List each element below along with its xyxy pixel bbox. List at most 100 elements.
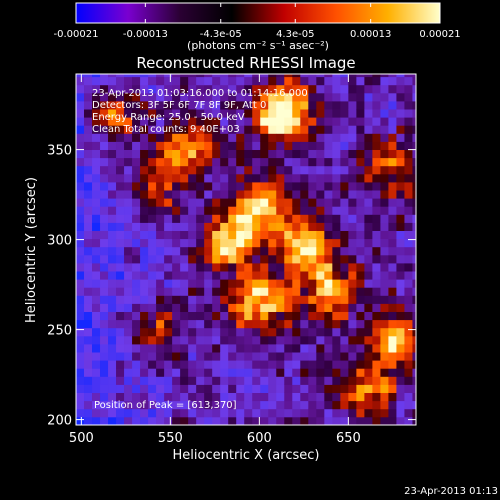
heatmap-cell: [412, 344, 416, 353]
heatmap-cell: [228, 230, 237, 240]
heatmap-cell: [156, 392, 165, 402]
heatmap-cell: [276, 279, 285, 288]
heatmap-cell: [308, 368, 317, 377]
heatmap-cell: [268, 368, 277, 377]
heatmap-cell: [156, 109, 165, 118]
heatmap-cell: [108, 84, 117, 94]
heatmap-cell: [204, 190, 213, 199]
heatmap-cell: [76, 149, 85, 159]
heatmap-cell: [140, 295, 149, 304]
heatmap-cell: [196, 352, 205, 361]
heatmap-cell: [412, 230, 416, 240]
heatmap-cell: [92, 149, 101, 159]
heatmap-cell: [396, 141, 405, 150]
heatmap-cell: [348, 335, 357, 345]
heatmap-cell: [100, 238, 109, 248]
heatmap-cell: [260, 327, 269, 337]
heatmap-cell: [292, 125, 301, 134]
heatmap-cell: [124, 384, 133, 393]
heatmap-cell: [412, 165, 416, 175]
heatmap-cell: [148, 279, 157, 288]
heatmap-cell: [372, 222, 381, 231]
heatmap-cell: [252, 303, 261, 312]
heatmap-cell: [332, 92, 341, 102]
heatmap-cell: [204, 327, 213, 337]
heatmap-cell: [172, 392, 181, 402]
heatmap-cell: [132, 392, 141, 402]
heatmap-cell: [84, 182, 93, 191]
heatmap-cell: [164, 101, 173, 110]
heatmap-cell: [396, 279, 405, 288]
heatmap-cell: [340, 109, 349, 118]
heatmap-cell: [404, 246, 413, 256]
heatmap-cell: [236, 149, 245, 159]
heatmap-cell: [284, 76, 293, 86]
heatmap-cell: [388, 74, 397, 78]
heatmap-cell: [228, 125, 237, 134]
heatmap-cell: [284, 376, 293, 385]
heatmap-cell: [180, 263, 189, 272]
heatmap-cell: [300, 76, 309, 86]
heatmap-cell: [364, 173, 373, 183]
heatmap-cell: [116, 117, 125, 126]
heatmap-cell: [244, 295, 253, 304]
heatmap-cell: [412, 335, 416, 345]
heatmap-cell: [188, 246, 197, 256]
heatmap-cell: [188, 141, 197, 150]
heatmap-cell: [100, 384, 109, 393]
heatmap-cell: [348, 157, 357, 167]
heatmap-cell: [220, 295, 229, 304]
heatmap-cell: [308, 117, 317, 126]
heatmap-cell: [268, 254, 277, 264]
heatmap-cell: [164, 157, 173, 167]
heatmap-cell: [108, 101, 117, 110]
heatmap-cell: [348, 109, 357, 118]
heatmap-cell: [196, 311, 205, 321]
heatmap-cell: [292, 303, 301, 312]
heatmap-cell: [212, 214, 221, 223]
heatmap-cell: [324, 392, 333, 402]
heatmap-cell: [84, 84, 93, 94]
heatmap-cell: [364, 408, 373, 418]
heatmap-cell: [412, 287, 416, 296]
heatmap-cell: [388, 182, 397, 191]
heatmap-cell: [332, 238, 341, 248]
heatmap-cell: [204, 117, 213, 126]
heatmap-cell: [124, 206, 133, 215]
heatmap-cell: [100, 368, 109, 377]
heatmap-cell: [244, 173, 253, 183]
heatmap-cell: [284, 125, 293, 134]
heatmap-cell: [372, 392, 381, 402]
heatmap-cell: [340, 149, 349, 159]
heatmap-cell: [172, 74, 181, 78]
heatmap-cell: [372, 376, 381, 385]
heatmap-cell: [92, 230, 101, 240]
heatmap-cell: [148, 246, 157, 256]
heatmap-cell: [348, 254, 357, 264]
heatmap-cell: [276, 319, 285, 329]
heatmap-cell: [212, 303, 221, 312]
heatmap-cell: [236, 141, 245, 150]
heatmap-cell: [268, 109, 277, 118]
heatmap-cell: [124, 198, 133, 207]
heatmap-cell: [388, 125, 397, 134]
heatmap-cell: [84, 173, 93, 183]
heatmap-cell: [196, 319, 205, 329]
heatmap-cell: [412, 327, 416, 337]
heatmap-cell: [380, 125, 389, 134]
heatmap-cell: [324, 157, 333, 167]
heatmap-cell: [276, 165, 285, 175]
heatmap-cell: [76, 352, 85, 361]
heatmap-cell: [124, 344, 133, 353]
heatmap-cell: [188, 303, 197, 312]
heatmap-cell: [108, 198, 117, 207]
heatmap-cell: [228, 74, 237, 78]
heatmap-cell: [372, 92, 381, 102]
heatmap-cell: [212, 368, 221, 377]
heatmap-cell: [308, 198, 317, 207]
heatmap-cell: [356, 125, 365, 134]
heatmap-cell: [404, 149, 413, 159]
colorbar-tick-label: 0.00021: [419, 29, 460, 40]
heatmap-cell: [156, 190, 165, 199]
heatmap-cell: [340, 271, 349, 280]
